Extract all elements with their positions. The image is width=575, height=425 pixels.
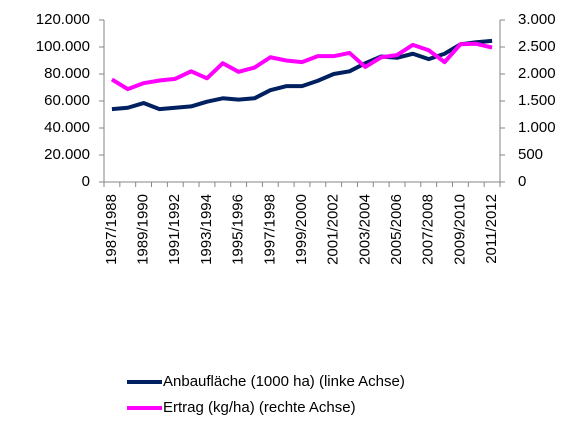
y2-tick-label: 2.500 bbox=[518, 38, 556, 55]
y-tick-label: 120.000 bbox=[36, 11, 90, 28]
x-tick-label: 1993/1994 bbox=[198, 194, 215, 265]
legend-label: Ertrag (kg/ha) (rechte Achse) bbox=[163, 399, 356, 416]
series-line bbox=[111, 38, 493, 112]
x-tick-label: 1991/1992 bbox=[166, 194, 183, 265]
x-tick-label: 1989/1990 bbox=[135, 194, 152, 265]
y-tick-label: 100.000 bbox=[36, 38, 90, 55]
y-tick-label: 0 bbox=[82, 173, 90, 190]
y-tick-label: 80.000 bbox=[44, 65, 90, 82]
x-tick-label: 1999/2000 bbox=[293, 194, 310, 265]
y-tick-label: 20.000 bbox=[44, 146, 90, 163]
x-tick-label: 1997/1998 bbox=[261, 194, 278, 265]
legend-label: Anbaufläche (1000 ha) (linke Achse) bbox=[163, 373, 405, 390]
y2-tick-label: 2.000 bbox=[518, 65, 556, 82]
y2-tick-label: 3.000 bbox=[518, 11, 556, 28]
x-tick-label: 2011/2012 bbox=[483, 194, 500, 264]
x-tick-label: 2003/2004 bbox=[356, 194, 373, 265]
x-tick-label: 2001/2002 bbox=[325, 194, 342, 265]
y2-tick-label: 1.000 bbox=[518, 119, 556, 136]
y-tick-label: 60.000 bbox=[44, 92, 90, 109]
y2-tick-label: 500 bbox=[518, 146, 543, 163]
x-tick-label: 1995/1996 bbox=[230, 194, 247, 265]
x-tick-label: 2005/2006 bbox=[388, 194, 405, 265]
x-tick-label: 2009/2010 bbox=[451, 194, 468, 265]
series-line bbox=[110, 41, 493, 92]
y2-tick-label: 1.500 bbox=[518, 92, 556, 109]
y-tick-label: 40.000 bbox=[44, 119, 90, 136]
x-tick-label: 2007/2008 bbox=[420, 194, 437, 265]
x-tick-label: 1987/1988 bbox=[103, 194, 120, 265]
y2-tick-label: 0 bbox=[518, 173, 526, 190]
